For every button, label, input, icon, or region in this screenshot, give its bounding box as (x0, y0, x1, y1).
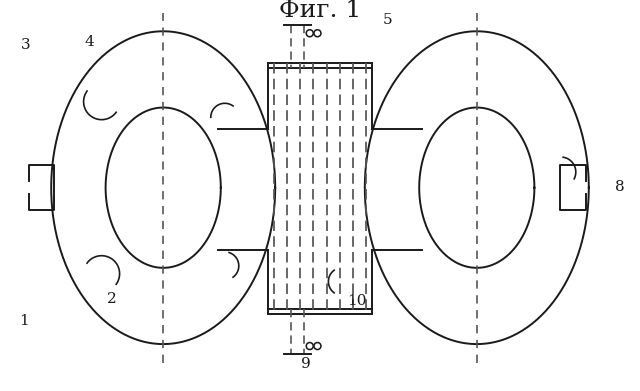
Text: 4: 4 (84, 35, 95, 49)
Text: 9: 9 (301, 357, 311, 371)
Text: Фиг. 1: Фиг. 1 (279, 0, 361, 22)
Text: 8: 8 (614, 180, 625, 194)
Text: 2: 2 (107, 292, 117, 306)
Text: 10: 10 (348, 294, 367, 308)
Text: 3: 3 (20, 38, 31, 52)
Text: 1: 1 (19, 314, 29, 328)
Text: 5: 5 (382, 13, 392, 27)
